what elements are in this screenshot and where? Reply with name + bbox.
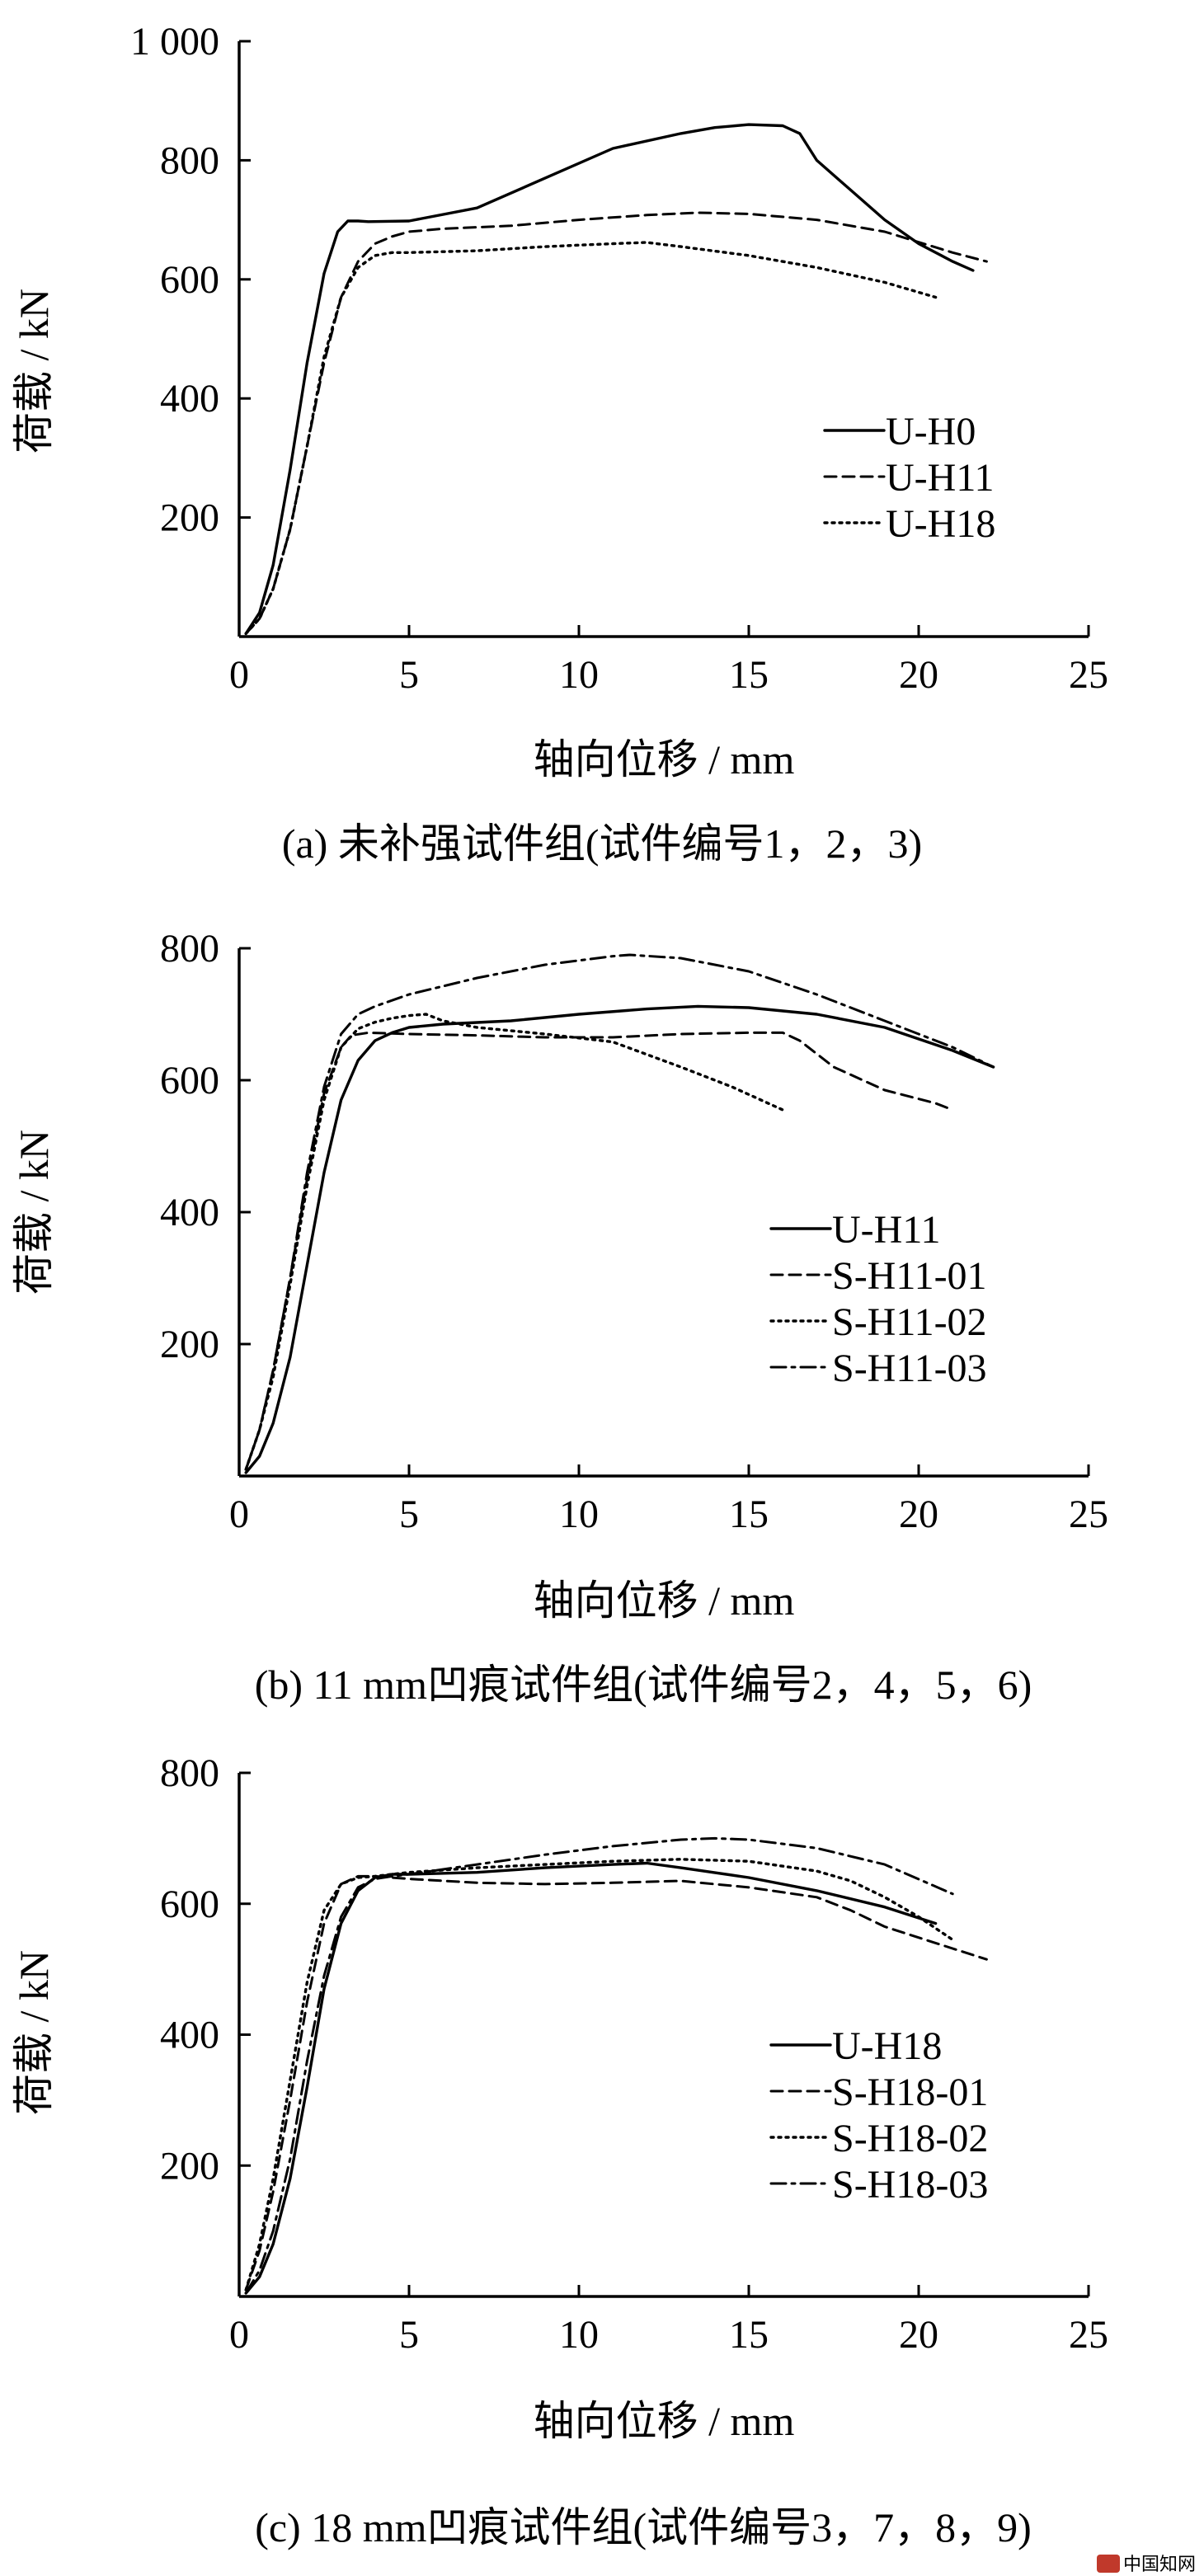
x-tick-label: 25 (1069, 2313, 1108, 2357)
ticks-layer: 0 5 10 15 20 25 200 400 600 800 (160, 927, 1108, 1536)
x-tick-label: 20 (899, 1492, 938, 1536)
legend-label: U-H0 (886, 410, 976, 454)
y-tick-label: 600 (160, 1059, 219, 1102)
chart-caption: (c) 18 mm凹痕试件组(试件编号3，7，8，9) (255, 2504, 1032, 2550)
x-tick-label: 5 (399, 1492, 419, 1536)
legend-label: S-H11-01 (832, 1254, 987, 1298)
y-tick-label: 400 (160, 377, 219, 421)
y-tick-label: 600 (160, 1883, 219, 1926)
y-tick-label: 1 000 (130, 20, 219, 63)
series-line-s-h18-01 (244, 1874, 988, 2292)
x-tick-label: 15 (729, 2313, 769, 2357)
series-line-u-h0 (244, 123, 975, 636)
x-tick-label: 20 (899, 2313, 938, 2357)
watermark-text: 中国知网 (1123, 2555, 1196, 2575)
watermark-logo: 中国知网 (1097, 2555, 1196, 2575)
legend-label: S-H18-03 (832, 2163, 988, 2207)
series-layer (244, 123, 988, 636)
series-line-s-h18-03 (244, 1836, 954, 2295)
chart-caption: (a) 未补强试件组(试件编号1，2，3) (282, 820, 922, 867)
legend-label: S-H11-03 (832, 1347, 987, 1390)
legend-label: U-H18 (832, 2024, 942, 2068)
series-line-s-h11-03 (244, 953, 995, 1471)
x-tick-label: 15 (729, 1492, 769, 1536)
legend-label: U-H11 (886, 456, 995, 500)
ticks-layer: 0 5 10 15 20 25 200 400 600 800 (160, 1751, 1108, 2357)
x-tick-label: 15 (729, 653, 769, 697)
series-layer (244, 953, 995, 1474)
x-tick-label: 5 (399, 653, 419, 697)
series-line-u-h11 (244, 1004, 995, 1474)
y-axis-title: 荷载 / kN (11, 1130, 57, 1295)
series-line-u-h11 (244, 211, 988, 635)
legend-label: S-H11-02 (832, 1300, 987, 1344)
y-axis-title: 荷载 / kN (11, 289, 57, 454)
x-tick-label: 0 (229, 1492, 249, 1536)
series-line-u-h18 (244, 241, 938, 636)
x-axis-title: 轴向位移 / mm (534, 2398, 795, 2444)
ticks-layer: 0 5 10 15 20 25 200 400 600 800 1 000 (130, 20, 1108, 697)
chart-caption: (b) 11 mm凹痕试件组(试件编号2，4，5，6) (255, 1662, 1032, 1708)
x-tick-label: 10 (559, 653, 599, 697)
x-tick-label: 10 (559, 2313, 599, 2357)
x-tick-label: 0 (229, 2313, 249, 2357)
series-layer (244, 1836, 988, 2295)
chart-panel-a: 0 5 10 15 20 25 200 400 600 800 1 000 U-H0U-H11U-H… (11, 20, 1108, 867)
y-tick-label: 400 (160, 1191, 219, 1234)
x-axis-title: 轴向位移 / mm (534, 736, 795, 783)
y-tick-label: 200 (160, 1323, 219, 1366)
y-tick-label: 800 (160, 927, 219, 971)
y-axis-title: 荷载 / kN (11, 1950, 57, 2115)
x-tick-label: 25 (1069, 653, 1108, 697)
x-axis-title: 轴向位移 / mm (534, 1577, 795, 1624)
y-tick-label: 600 (160, 258, 219, 302)
legend-label: U-H18 (886, 502, 995, 546)
x-tick-label: 10 (559, 1492, 599, 1536)
y-tick-label: 800 (160, 139, 219, 182)
legend-label: S-H18-01 (832, 2071, 988, 2114)
x-tick-label: 0 (229, 653, 249, 697)
legend-label: U-H11 (832, 1208, 941, 1252)
y-tick-label: 200 (160, 2144, 219, 2188)
y-tick-label: 400 (160, 2014, 219, 2057)
y-tick-label: 200 (160, 496, 219, 540)
y-tick-label: 800 (160, 1751, 219, 1795)
x-tick-label: 5 (399, 2313, 419, 2357)
x-tick-label: 20 (899, 653, 938, 697)
x-tick-label: 25 (1069, 1492, 1108, 1536)
legend-label: S-H18-02 (832, 2117, 988, 2160)
